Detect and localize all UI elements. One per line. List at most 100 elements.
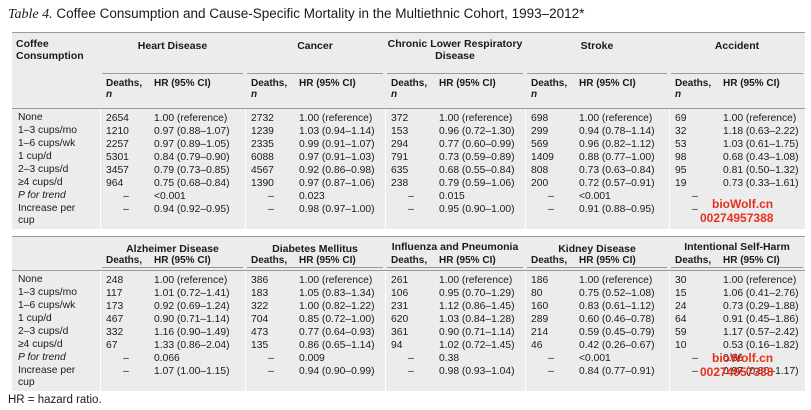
deaths-cell: 3457: [106, 165, 129, 176]
row-label: 1 cup/d: [18, 151, 52, 162]
hr-column-header: HR (95% CI): [579, 255, 636, 266]
hr-cell: 0.73 (0.63–0.84): [579, 165, 655, 176]
deaths-cell: 153: [391, 126, 409, 137]
hr-column-header: HR (95% CI): [579, 78, 636, 89]
header-body-rule: [12, 108, 805, 109]
deaths-column-header: Deaths, n: [531, 78, 567, 100]
deaths-cell: 473: [251, 327, 269, 338]
hr-cell: 1.03 (0.94–1.14): [299, 126, 375, 137]
deaths-cell: 19: [675, 178, 687, 189]
deaths-cell: –: [548, 353, 554, 364]
deaths-cell: –: [268, 191, 274, 202]
deaths-cell: 10: [675, 340, 687, 351]
hr-cell: 1.18 (0.63–2.22): [723, 126, 799, 137]
deaths-cell: 1390: [251, 178, 274, 189]
hr-cell: 1.00 (reference): [299, 275, 373, 286]
deaths-cell: 294: [391, 139, 409, 150]
deaths-cell: 2654: [106, 113, 129, 124]
deaths-cell: 261: [391, 275, 409, 286]
deaths-cell: 704: [251, 314, 269, 325]
hr-cell: 0.92 (0.86–0.98): [299, 165, 375, 176]
deaths-cell: 67: [106, 340, 118, 351]
table-label: Table 4.: [8, 7, 53, 22]
deaths-cell: 69: [675, 113, 687, 124]
hr-cell: 0.066: [154, 353, 180, 364]
hr-cell: 1.03 (0.61–1.75): [723, 139, 799, 150]
hr-cell: 1.06 (0.41–2.76): [723, 288, 799, 299]
group-header: Diabetes Mellitus: [272, 243, 358, 255]
hr-cell: <0.001: [154, 191, 186, 202]
deaths-label: Deaths,: [251, 78, 288, 89]
deaths-n-label: n: [531, 89, 538, 100]
group-header-rule: [102, 267, 243, 268]
deaths-cell: 80: [531, 288, 543, 299]
hr-column-header: HR (95% CI): [299, 255, 356, 266]
deaths-cell: 1409: [531, 152, 554, 163]
hr-cell: 1.00 (reference): [579, 113, 653, 124]
deaths-cell: 791: [391, 152, 409, 163]
row-label: Increase per cup: [18, 203, 76, 226]
hr-cell: 0.84 (0.77–0.91): [579, 366, 655, 377]
deaths-cell: 53: [675, 139, 687, 150]
hr-cell: 0.83 (0.61–1.12): [579, 301, 655, 312]
group-header: Intentional Self-Harm: [684, 241, 790, 253]
group-header-rule: [387, 73, 523, 74]
hr-cell: 0.68 (0.55–0.84): [439, 165, 515, 176]
hr-cell: 0.72 (0.57–0.91): [579, 178, 655, 189]
hr-cell: 1.00 (reference): [439, 275, 513, 286]
hr-cell: 0.79 (0.59–1.06): [439, 178, 515, 189]
deaths-cell: –: [408, 204, 414, 215]
deaths-cell: –: [692, 191, 698, 202]
deaths-cell: 2257: [106, 139, 129, 150]
column-separator: [100, 270, 101, 391]
deaths-cell: –: [548, 191, 554, 202]
deaths-cell: 30: [675, 275, 687, 286]
row-label: None: [18, 274, 43, 285]
hr-cell: 0.79 (0.73–0.85): [154, 165, 230, 176]
hr-cell: 0.90 (0.71–1.14): [439, 327, 515, 338]
deaths-cell: 248: [106, 275, 124, 286]
hr-cell: 0.81 (0.50–1.32): [723, 165, 799, 176]
hr-cell: 1.00 (reference): [723, 275, 797, 286]
hr-cell: 0.38: [439, 353, 460, 364]
hr-cell: 0.68 (0.43–1.08): [723, 152, 799, 163]
hr-cell: 0.59 (0.45–0.79): [579, 327, 655, 338]
hr-cell: 0.73 (0.29–1.88): [723, 301, 799, 312]
deaths-label: Deaths,: [675, 255, 712, 266]
hr-cell: 0.97 (0.88–1.07): [154, 126, 230, 137]
hr-cell: 1.00 (reference): [439, 113, 513, 124]
row-label: 1 cup/d: [18, 313, 52, 324]
hr-cell: 0.88 (0.77–1.00): [579, 152, 655, 163]
deaths-cell: 361: [391, 327, 409, 338]
hr-column-header: HR (95% CI): [439, 255, 496, 266]
hr-cell: 1.00 (reference): [299, 113, 373, 124]
deaths-cell: –: [548, 366, 554, 377]
deaths-cell: 332: [106, 327, 124, 338]
hr-cell: 0.97 (0.91–1.03): [299, 152, 375, 163]
hr-cell: 1.00 (reference): [154, 275, 228, 286]
row-label: 1–6 cups/wk: [18, 138, 76, 149]
row-label: ≥4 cups/d: [18, 339, 63, 350]
hr-cell: 1.00 (0.82–1.22): [299, 301, 375, 312]
hr-cell: 0.77 (0.64–0.93): [299, 327, 375, 338]
deaths-column-header: Deaths,: [106, 255, 142, 266]
deaths-cell: 231: [391, 301, 409, 312]
hr-cell: 0.023: [299, 191, 325, 202]
column-separator: [525, 270, 526, 391]
column-separator: [100, 108, 101, 229]
group-header: Stroke: [580, 40, 614, 52]
hr-cell: 0.98 (0.97–1.00): [299, 204, 375, 215]
deaths-cell: 467: [106, 314, 124, 325]
table-title: Table 4. Coffee Consumption and Cause-Sp…: [8, 6, 584, 23]
deaths-cell: –: [408, 191, 414, 202]
group-header: Kidney Disease: [558, 243, 636, 255]
hr-cell: 1.02 (0.72–1.45): [439, 340, 515, 351]
deaths-cell: 698: [531, 113, 549, 124]
group-header-rule: [527, 267, 667, 268]
deaths-label: Deaths,: [391, 255, 428, 266]
deaths-label: Deaths,: [391, 78, 428, 89]
deaths-cell: 24: [675, 301, 687, 312]
deaths-cell: 183: [251, 288, 269, 299]
deaths-cell: 117: [106, 288, 123, 299]
hr-cell: 0.75 (0.68–0.84): [154, 178, 230, 189]
